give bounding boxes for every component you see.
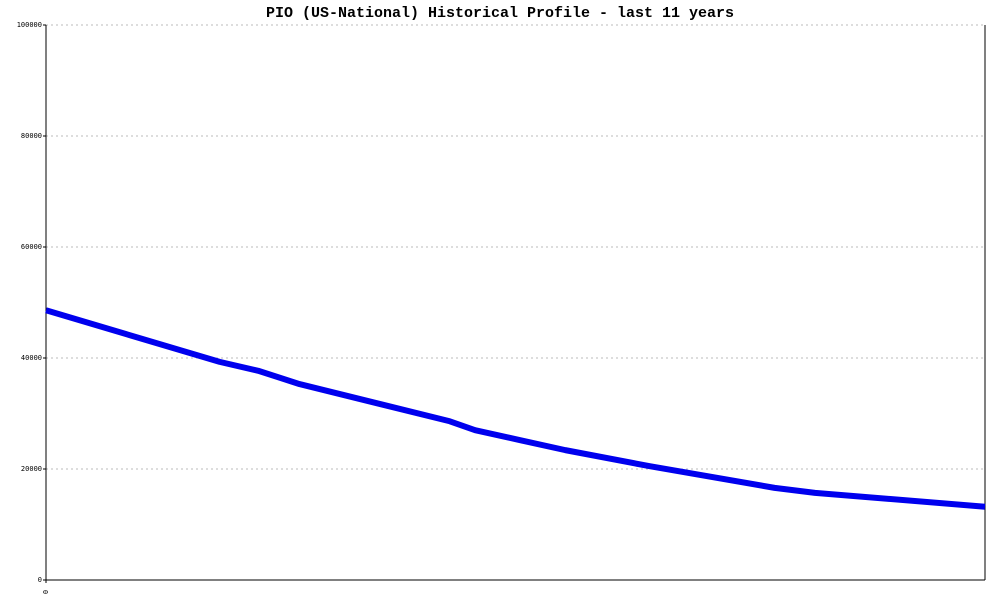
- y-tick-label: 80000: [21, 132, 42, 140]
- y-tick-label: 60000: [21, 243, 42, 251]
- x-tick-label: 0: [42, 590, 50, 594]
- chart-title: PIO (US-National) Historical Profile - l…: [266, 5, 734, 22]
- y-tick-label: 40000: [21, 354, 42, 362]
- y-tick-label: 20000: [21, 465, 42, 473]
- y-tick-label: 0: [38, 576, 42, 584]
- y-tick-label: 100000: [17, 21, 42, 29]
- data-line: [45, 307, 986, 510]
